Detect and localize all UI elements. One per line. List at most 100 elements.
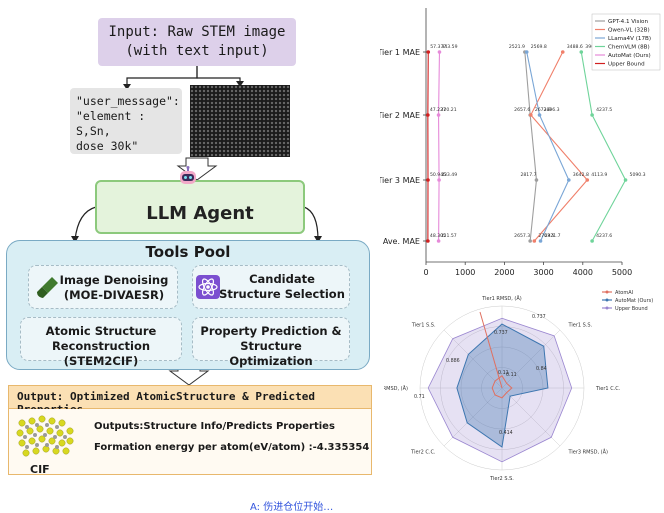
llm-agent-label: LLM Agent: [146, 203, 254, 224]
mae-data-label: 4237.5: [596, 107, 612, 113]
brush-icon: [36, 275, 60, 299]
mae-series-lines: [426, 50, 627, 243]
mae-series-line: [439, 52, 440, 241]
tool-atomic-line2: Reconstruction (STEM2CIF): [25, 339, 177, 369]
mae-category-label: Ave. MAE: [383, 237, 420, 246]
mae-data-point: [438, 50, 442, 54]
stem-image: [190, 85, 290, 157]
user-message-line1: "user_message":: [76, 94, 176, 109]
user-message-box: "user_message": "element : S,Sn, dose 30…: [70, 88, 182, 154]
radar-legend-label: AtomAI: [615, 290, 633, 296]
radar-axis-label: Tier3 RMSD, (Å): [567, 449, 608, 456]
radar-value-label: 0.414: [499, 430, 513, 436]
tool-atomic-reconstruction: Atomic Structure Reconstruction (STEM2CI…: [20, 317, 182, 361]
mae-legend-label: GPT-4.1 Vision: [608, 19, 648, 25]
mae-data-point: [525, 50, 529, 54]
mae-data-point: [590, 239, 594, 243]
mae-series-line: [525, 52, 537, 241]
radar-value-label: 0.71: [414, 394, 425, 400]
radar-legend-label: Upper Bound: [615, 306, 648, 312]
mae-legend-label: Qwen-VL (32B): [608, 28, 650, 34]
mae-data-point: [426, 239, 430, 243]
radar-axis-label: Tier2 RMSD, (Å): [384, 385, 408, 392]
tool-property-prediction: Property Prediction & Structure Optimiza…: [192, 317, 350, 361]
mae-data-point: [529, 113, 533, 117]
tools-pool-title: Tools Pool: [6, 243, 370, 261]
mae-legend-label: AutoMat (Ours): [608, 53, 651, 59]
tool-denoise-line2: (MOE-DIVAESR): [55, 288, 173, 303]
mae-data-point: [437, 239, 441, 243]
tool-candidate-line2: Structure Selection: [219, 287, 345, 302]
radar-axis-label: Tier1 S.S.: [411, 322, 436, 328]
formation-energy-line: Formation energy per atom(eV/atom) :-4.3…: [94, 442, 369, 453]
tool-denoise-line1: Image Denoising: [55, 273, 173, 288]
mae-data-label: 4237.6: [596, 233, 612, 239]
mae-legend-label: Upper Bound: [608, 62, 645, 68]
mae-data-point: [426, 113, 430, 117]
radar-axis-label: Tier1 C.C.: [595, 386, 621, 392]
mae-category-label: Tier 3 MAE: [380, 176, 420, 185]
cif-label: CIF: [30, 463, 50, 476]
mae-category-ticks: Tier 1 MAE Tier 2 MAE Tier 3 MAE Ave. MAE: [380, 48, 426, 246]
mae-xtick-label: 0: [423, 268, 428, 277]
mae-data-point: [535, 178, 539, 182]
mae-data-label: 343.59: [441, 44, 457, 50]
mae-data-label: 2657.3: [514, 233, 530, 239]
mae-data-label: 2521.9: [509, 44, 525, 50]
mae-data-label: 3488.6: [567, 44, 583, 50]
radar-value-label: 0.11: [506, 372, 517, 378]
radar-axis-label: Tier1 RMSD, (Å): [481, 295, 522, 302]
mae-data-labels: 57.377343.592521.92569.83488.63961.147.2…: [430, 44, 646, 239]
mae-data-label: 5090.3: [630, 172, 646, 178]
tool-candidate-line1: Candidate: [219, 272, 345, 287]
radar-chart: Tier1 RMSD, (Å) Tier1 S.S. Tier1 C.C. Tier3…: [384, 284, 664, 490]
output-title: Output: Optimized AtomicStructure & Pred…: [8, 385, 372, 409]
user-message-line2: "element : S,Sn,: [76, 109, 176, 139]
radar-value-label: 0.886: [446, 358, 460, 364]
mae-data-label: 320.21: [441, 107, 457, 113]
mae-chart: Tier 1 MAE Tier 2 MAE Tier 3 MAE Ave. MAE 0…: [380, 0, 664, 290]
robot-icon: [177, 166, 199, 188]
atom-icon: [196, 275, 220, 299]
radar-axis-label: Tier2 S.S.: [489, 476, 514, 482]
mae-data-point: [539, 239, 543, 243]
radar-legend-marker: [606, 291, 609, 294]
mae-data-label: 2817.7: [520, 172, 536, 178]
radar-legend-label: AutoMat (Ours): [615, 298, 653, 304]
radar-legend: AtomAI AutoMat (Ours) Upper Bound: [602, 290, 653, 312]
mae-category-label: Tier 1 MAE: [380, 48, 420, 57]
mae-data-label: 3642.8: [573, 172, 589, 178]
radar-axis-label: Tier1 S.S.: [567, 322, 592, 328]
mae-data-point: [538, 113, 542, 117]
mae-data-point: [528, 239, 532, 243]
mae-data-point: [561, 50, 565, 54]
mae-data-label: 333.49: [441, 172, 457, 178]
mae-data-label: 2569.8: [531, 44, 547, 50]
mae-data-point: [567, 178, 571, 182]
mae-data-point: [579, 50, 583, 54]
mae-xtick-label: 3000: [533, 268, 553, 277]
outputs-line: Outputs:Structure Info/Predicts Properti…: [94, 421, 335, 432]
mae-xtick-label: 4000: [573, 268, 593, 277]
mae-data-label: 2673.8: [535, 107, 551, 113]
radar-value-label: 0.84: [536, 366, 547, 372]
mae-category-label: Tier 2 MAE: [380, 111, 420, 120]
mae-data-label: 2657.6: [514, 107, 530, 113]
tool-property-line2: Structure Optimization: [197, 339, 345, 369]
mae-data-point: [585, 178, 589, 182]
mae-series-line: [581, 52, 625, 241]
tool-property-line1: Property Prediction &: [197, 324, 345, 339]
mae-legend: GPT-4.1 Vision Qwen-VL (32B) LLama4V (17B)…: [592, 14, 660, 70]
mae-xtick-label: 2000: [494, 268, 514, 277]
llm-agent-box: LLM Agent: [95, 180, 305, 234]
mae-legend-label: LLama4V (17B): [608, 36, 651, 42]
mae-data-point: [437, 113, 441, 117]
mae-xtick-label: 1000: [455, 268, 475, 277]
mae-data-label: 4113.9: [591, 172, 607, 178]
footer-fragment: A: 伤进仓位开始…: [250, 498, 333, 513]
radar-axis-label: Tier2 C.C.: [410, 450, 436, 456]
user-message-line3: dose 30k": [76, 139, 176, 154]
tool-atomic-line1: Atomic Structure: [25, 324, 177, 339]
radar-legend-marker: [606, 299, 609, 302]
